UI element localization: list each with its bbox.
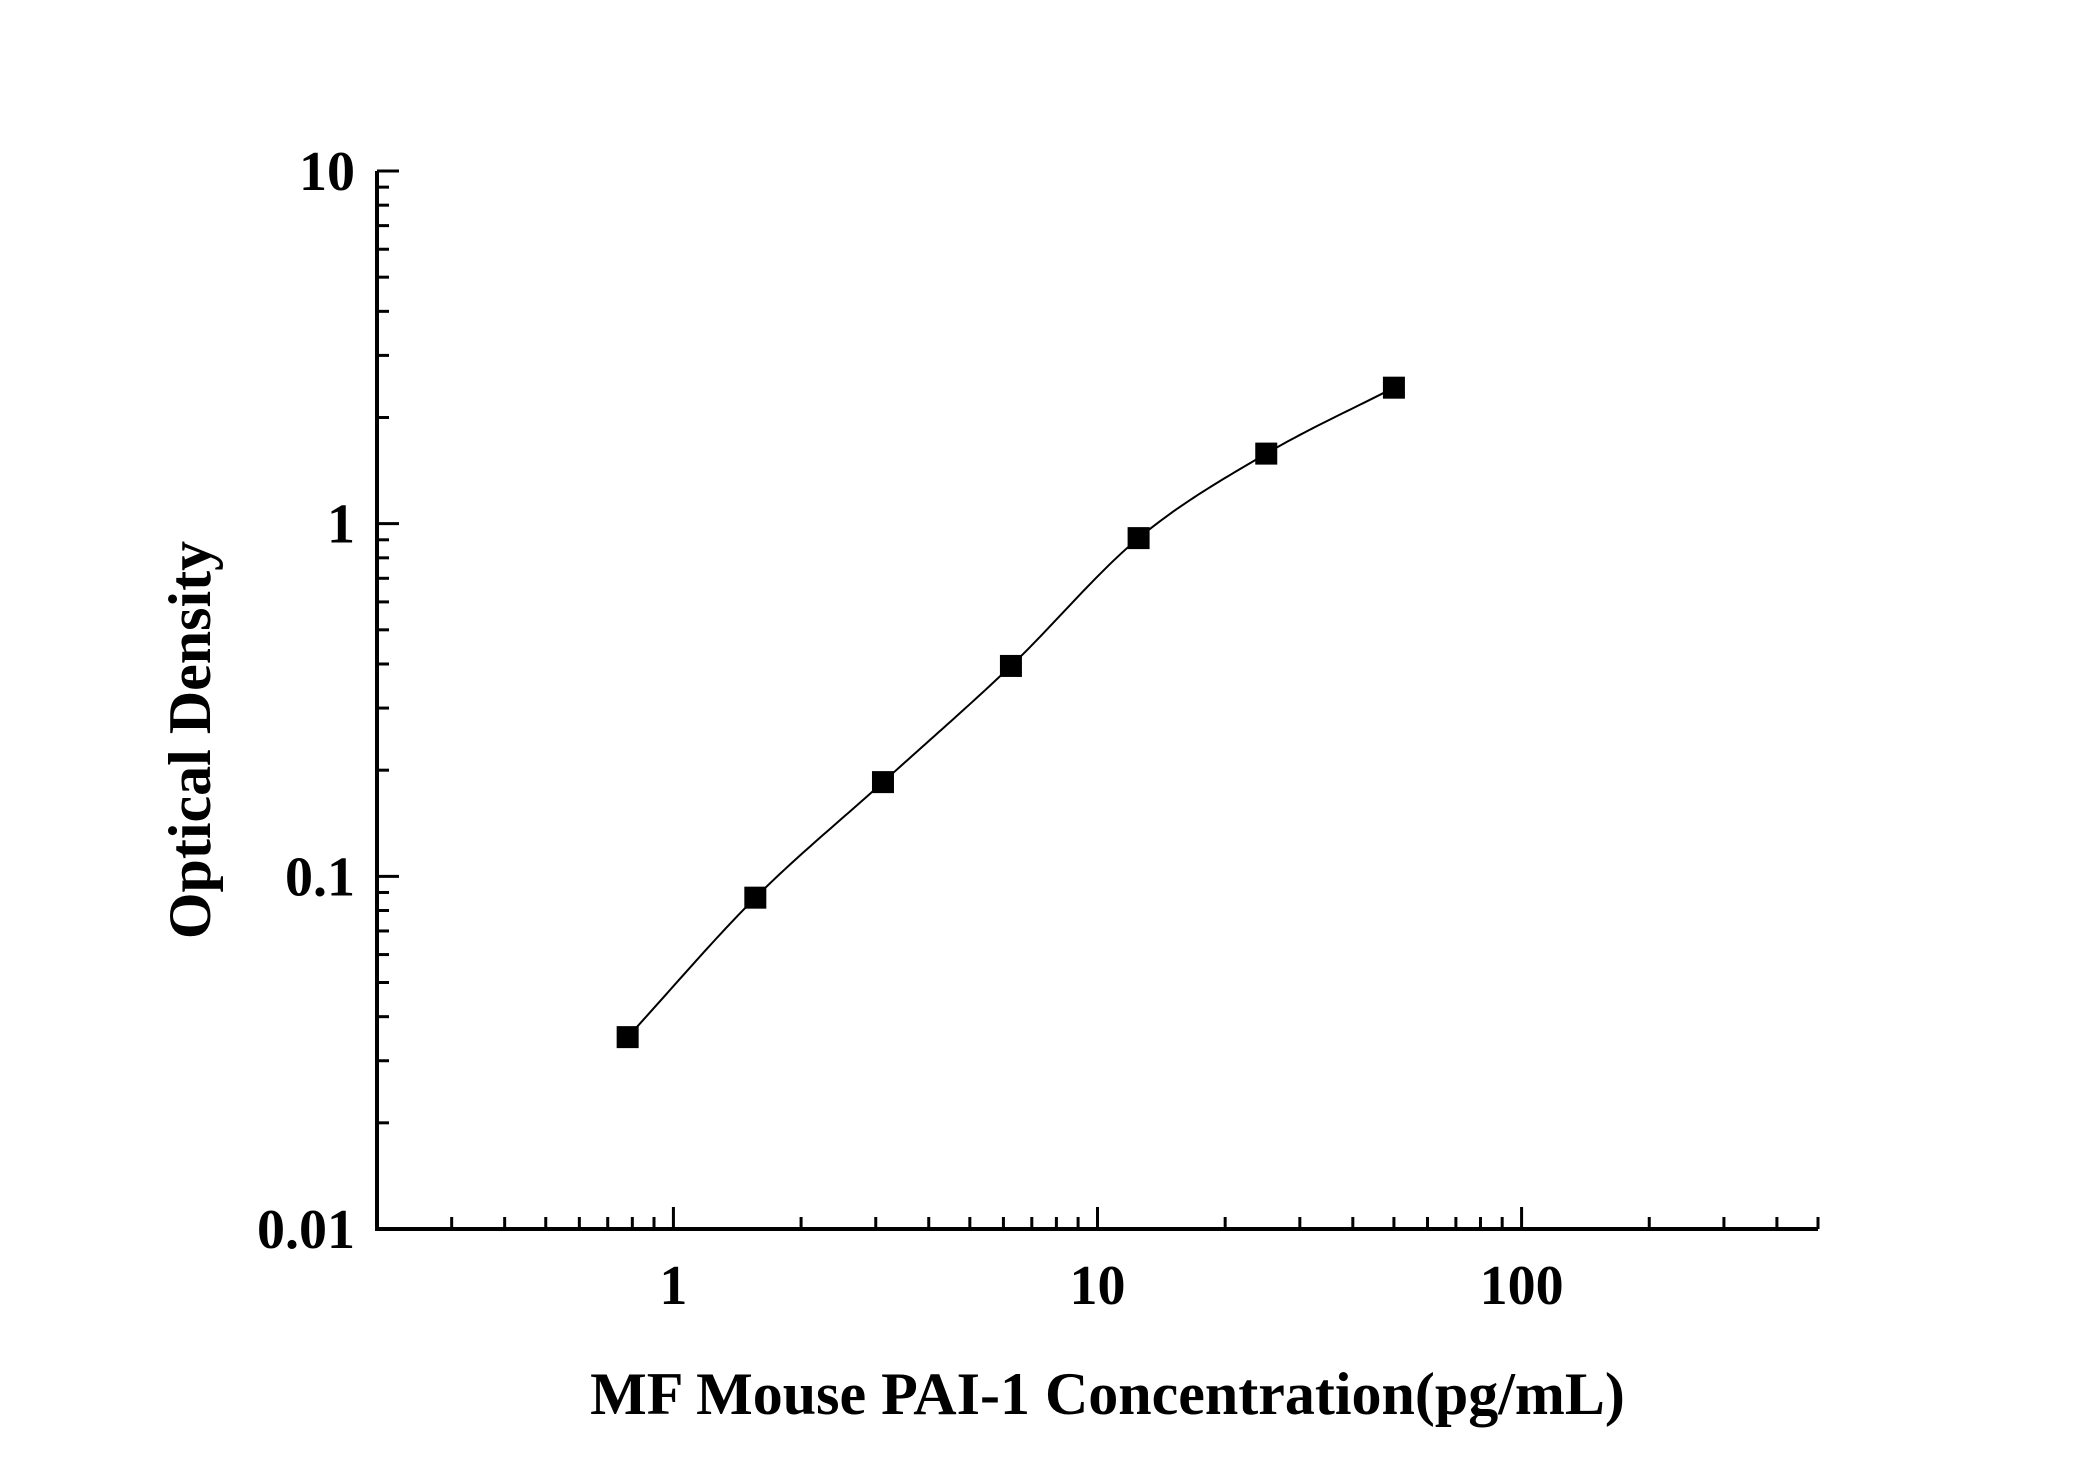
y-tick-label: 0.1 bbox=[285, 846, 355, 908]
data-point bbox=[871, 771, 894, 794]
data-point bbox=[744, 886, 767, 909]
y-axis-title: Optical Density bbox=[157, 541, 223, 939]
data-point bbox=[999, 654, 1022, 677]
ticks-layer bbox=[375, 169, 1820, 1231]
y-tick-label: 1 bbox=[327, 494, 355, 556]
points-layer bbox=[616, 376, 1405, 1049]
x-tick-label: 10 bbox=[1070, 1255, 1126, 1317]
y-tick-label: 0.01 bbox=[257, 1199, 355, 1261]
data-point bbox=[1382, 376, 1405, 399]
data-point bbox=[1127, 527, 1150, 550]
x-tick-label: 100 bbox=[1480, 1255, 1564, 1317]
data-point bbox=[616, 1026, 639, 1049]
y-tick-label: 10 bbox=[299, 141, 355, 203]
fit-curve bbox=[626, 386, 1395, 1038]
x-axis-title: MF Mouse PAI-1 Concentration(pg/mL) bbox=[590, 1361, 1625, 1427]
x-tick-label: 1 bbox=[659, 1255, 687, 1317]
labels-layer: 1 10 100 0.01 0.1 1 10 bbox=[257, 141, 1564, 1317]
data-point bbox=[1255, 442, 1278, 465]
